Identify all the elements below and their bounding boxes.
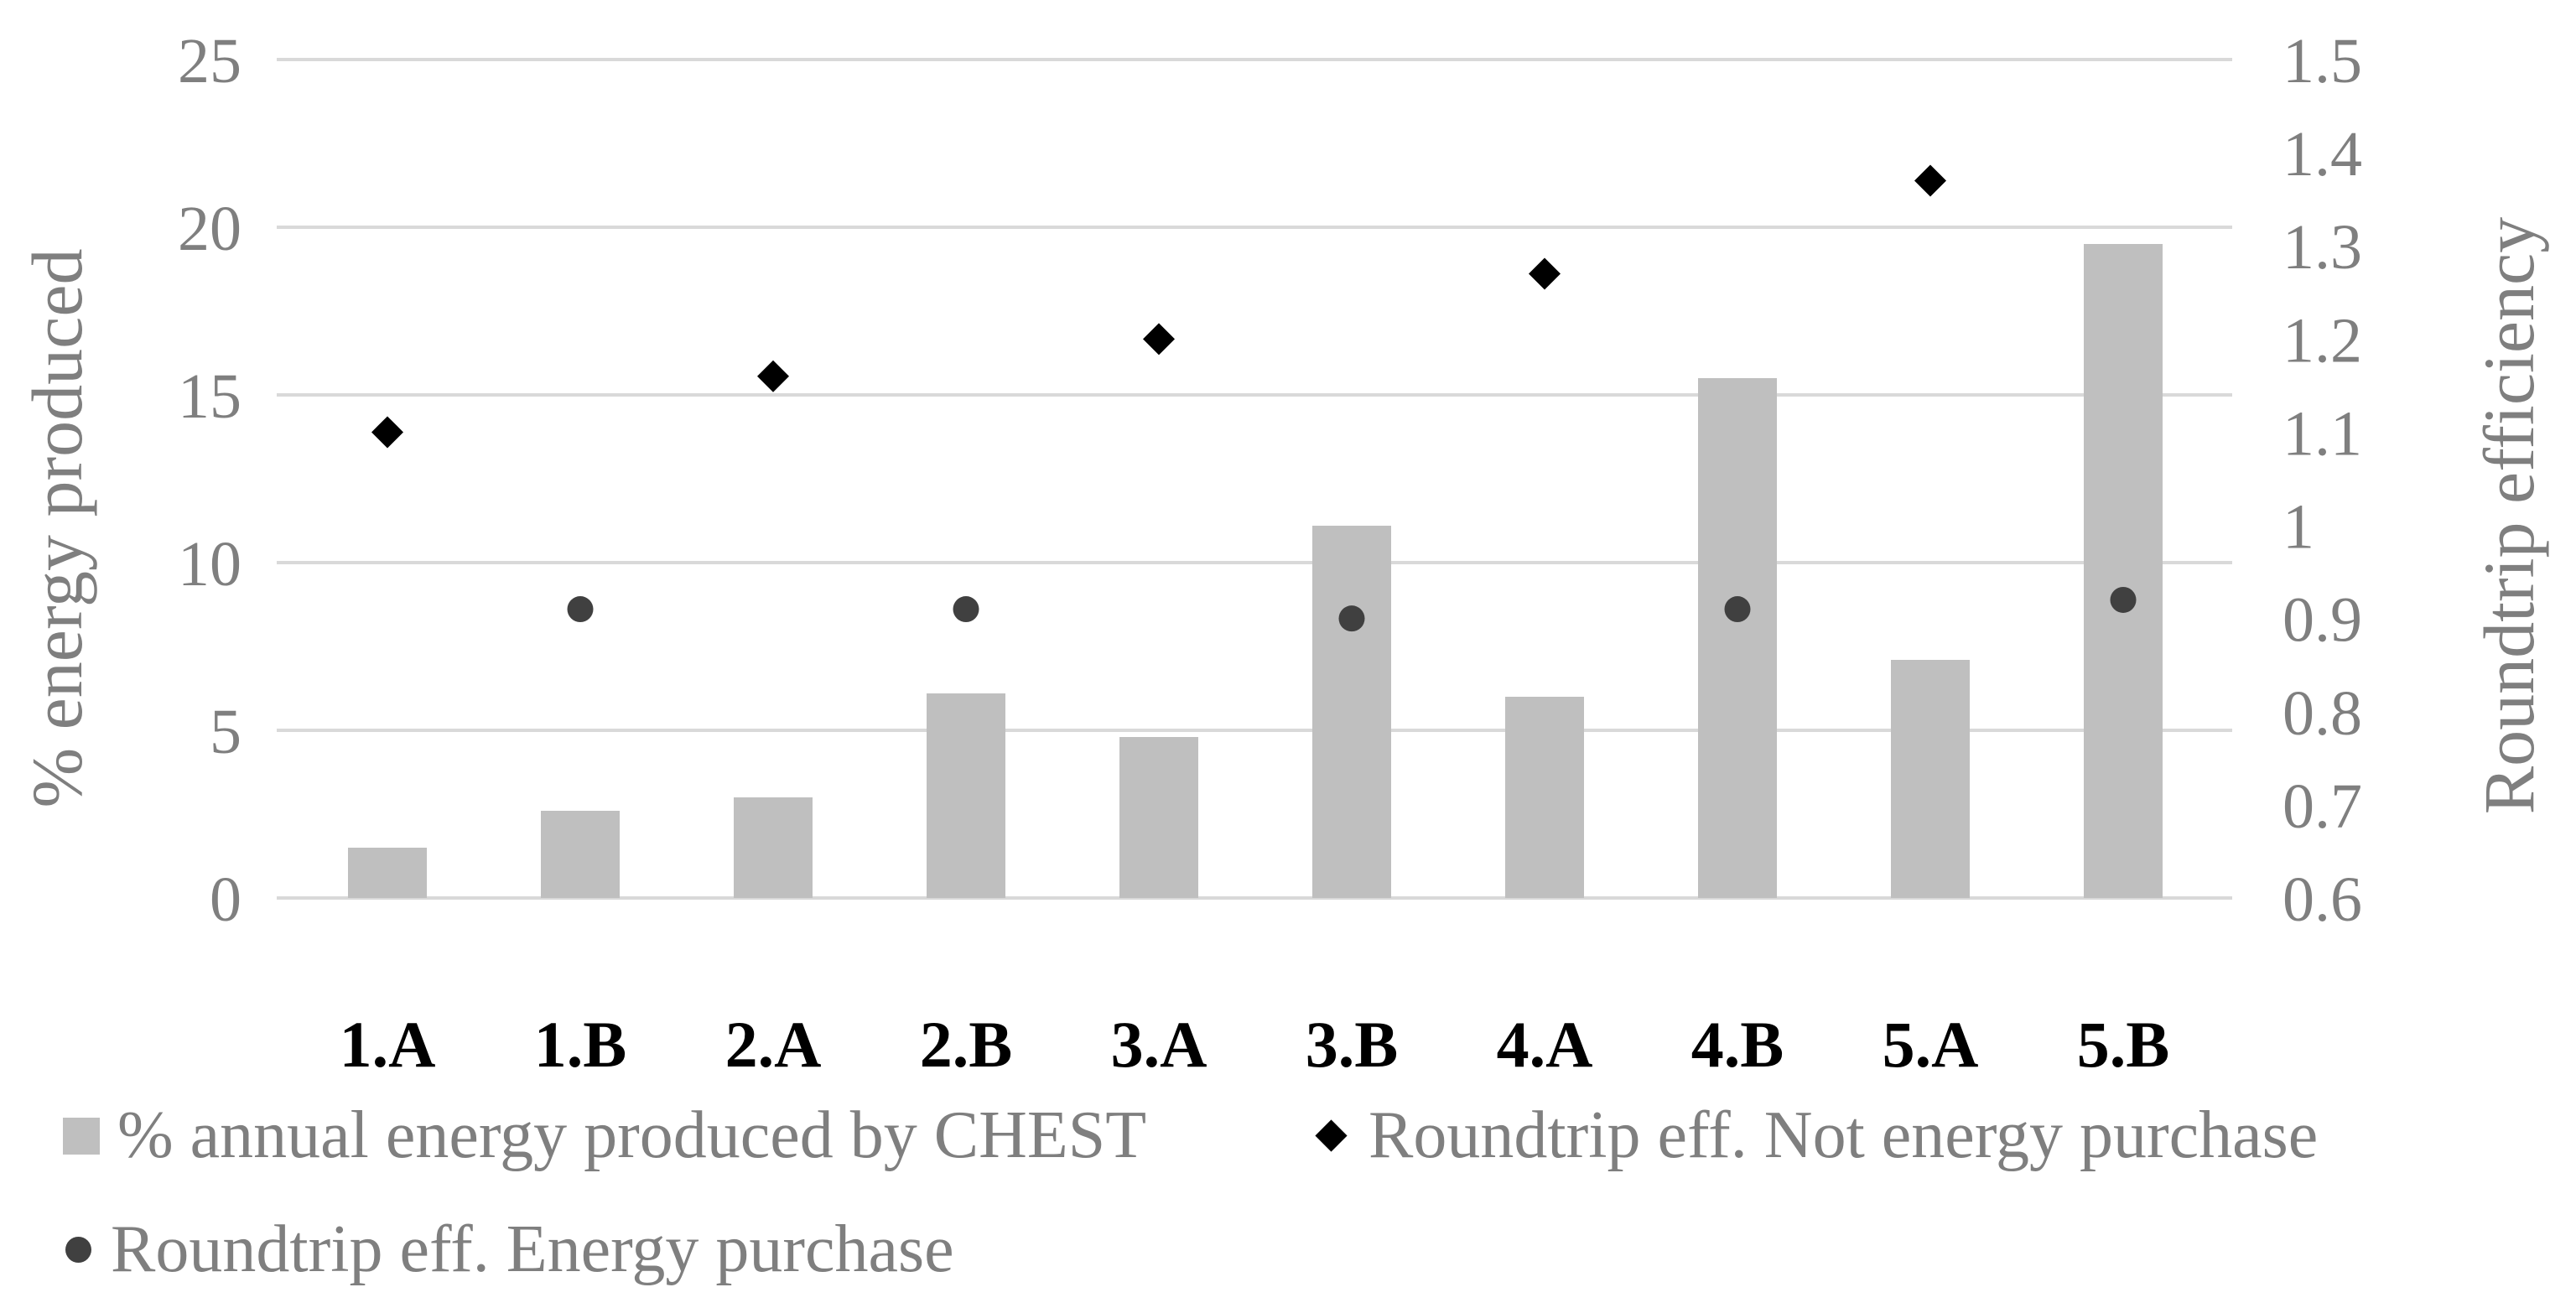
right-axis-tick: 1.5: [2283, 26, 2362, 96]
left-axis-tick: 5: [210, 697, 242, 767]
circle-point-1.B: [567, 596, 594, 623]
category-label-4.A: 4.A: [1497, 1008, 1593, 1081]
diamond-point-3.A: [1143, 323, 1175, 356]
left-axis-tick: 0: [210, 864, 242, 935]
bar-4.A: [1505, 697, 1584, 898]
right-axis-tick: 1.4: [2283, 119, 2362, 189]
diamond-point-2.A: [757, 360, 789, 392]
bar-1.B: [541, 811, 620, 898]
category-label-2.B: 2.B: [920, 1008, 1013, 1081]
left-axis-tick: 25: [178, 26, 242, 96]
right-axis-title: Roundtrip efficiency: [2469, 216, 2549, 815]
left-axis-title: % energy produced: [17, 248, 97, 808]
bar-3.B: [1312, 526, 1391, 898]
category-label-3.A: 3.A: [1111, 1008, 1208, 1081]
bar-5.A: [1891, 660, 1970, 898]
right-axis-tick: 1.3: [2283, 212, 2362, 283]
circle-point-4.B: [1724, 596, 1751, 623]
category-label-2.A: 2.A: [725, 1008, 822, 1081]
left-axis-tick: 20: [178, 194, 242, 264]
circle-point-3.B: [1338, 605, 1365, 632]
right-axis-tick: 0.6: [2283, 864, 2362, 935]
right-axis-tick: 1.1: [2283, 398, 2362, 469]
bar-2.A: [734, 797, 813, 898]
bar-3.A: [1119, 737, 1198, 898]
category-label-5.A: 5.A: [1883, 1008, 1979, 1081]
category-label-4.B: 4.B: [1691, 1008, 1784, 1081]
right-axis-tick: 0.9: [2283, 585, 2362, 656]
right-axis-tick: 0.7: [2283, 771, 2362, 842]
diamond-point-4.A: [1529, 257, 1561, 290]
right-axis-tick: 1: [2283, 492, 2314, 563]
category-label-1.A: 1.A: [340, 1008, 436, 1081]
right-axis-tick: 0.8: [2283, 678, 2362, 749]
left-axis-tick: 15: [178, 361, 242, 432]
category-label-3.B: 3.B: [1306, 1008, 1399, 1081]
category-label-1.B: 1.B: [534, 1008, 627, 1081]
diamond-point-5.A: [1914, 164, 1946, 197]
right-axis-tick: 1.2: [2283, 305, 2362, 376]
category-label-5.B: 5.B: [2077, 1008, 2170, 1081]
bar-4.B: [1698, 378, 1777, 898]
circle-point-5.B: [2110, 586, 2137, 613]
circle-point-2.B: [953, 596, 979, 623]
diamond-point-1.A: [371, 416, 403, 449]
bar-2.B: [927, 693, 1005, 898]
bar-1.A: [348, 848, 427, 898]
left-axis-tick: 10: [178, 529, 242, 600]
bar-5.B: [2084, 244, 2163, 898]
